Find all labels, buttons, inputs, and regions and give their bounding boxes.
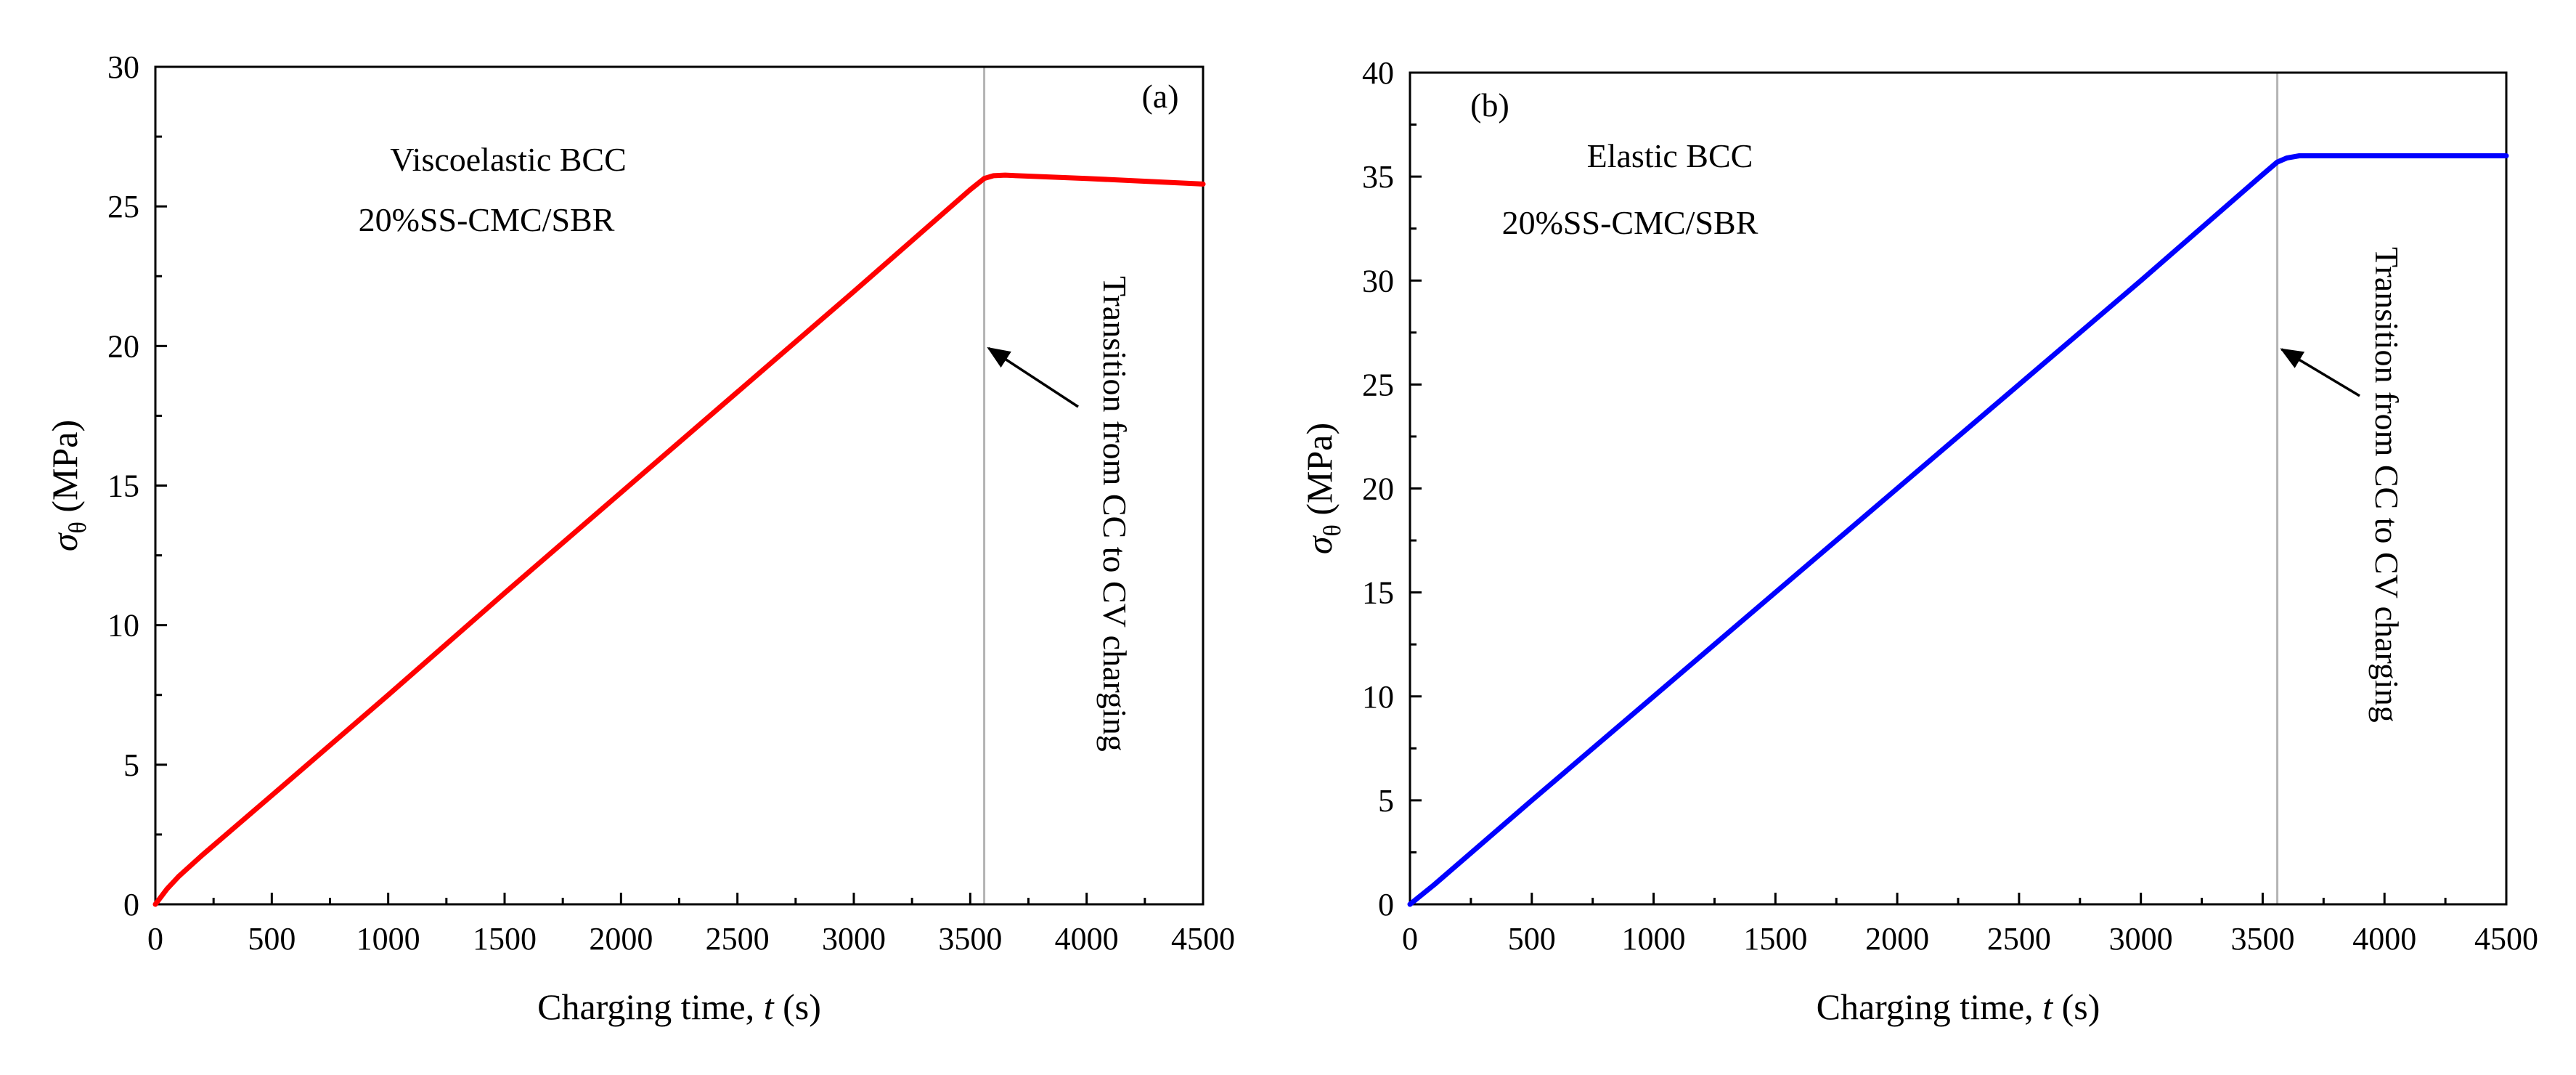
x-tick-label: 3000 <box>822 921 886 957</box>
panel-label: (b) <box>1470 86 1509 123</box>
x-tick-label: 1000 <box>356 921 420 957</box>
x-tick-label: 4500 <box>2474 921 2538 957</box>
y-tick-label: 10 <box>1362 679 1394 715</box>
chart-panel-a: 0 500 1000 1500 2000 2500 3000 3500 4000 4500 0 5 10… <box>44 49 1235 1027</box>
x-tick-label: 0 <box>1402 921 1418 957</box>
panel-label: (a) <box>1141 78 1178 115</box>
y-axis-title: σθ (MPa) <box>1299 423 1346 554</box>
x-tick-label: 4000 <box>2352 921 2416 957</box>
plot-frame <box>1409 71 2508 906</box>
x-tick-label: 3500 <box>938 921 1002 957</box>
annotation-text: 20%SS-CMC/SBR <box>359 201 615 238</box>
y-tick-label: 5 <box>123 747 139 783</box>
x-tick-label: 4000 <box>1055 921 1119 957</box>
y-tick-label: 20 <box>107 328 139 364</box>
x-tick-label: 1500 <box>1743 921 1807 957</box>
chart-panel-b: 0 500 1000 1500 2000 2500 3000 3500 4000 4500 0 5 10… <box>1299 55 2538 1027</box>
transition-label: Transition from CC to CV charging <box>1096 276 1133 752</box>
x-tick-label: 500 <box>1508 921 1556 957</box>
series-line <box>1407 153 2509 907</box>
y-tick-label: 15 <box>107 468 139 504</box>
y-tick-label: 30 <box>1362 263 1394 299</box>
y-tick-label: 20 <box>1362 471 1394 507</box>
y-tick-label: 40 <box>1362 55 1394 91</box>
transition-arrow <box>987 346 1079 408</box>
x-tick-label: 1500 <box>473 921 537 957</box>
x-tick-label: 2000 <box>589 921 653 957</box>
annotation-text: Viscoelastic BCC <box>390 141 627 178</box>
y-tick-label: 15 <box>1362 575 1394 611</box>
y-axis-title: σθ (MPa) <box>44 420 91 551</box>
x-tick-label: 500 <box>248 921 295 957</box>
x-tick-label: 1000 <box>1622 921 1686 957</box>
y-tick-label: 25 <box>107 189 139 224</box>
y-tick-label: 0 <box>123 887 139 922</box>
y-tick-label: 5 <box>1378 783 1394 819</box>
y-tick-label: 35 <box>1362 159 1394 195</box>
x-tick-label: 2500 <box>1987 921 2051 957</box>
x-tick-label: 0 <box>147 921 163 957</box>
y-tick-label: 10 <box>107 608 139 644</box>
plot-frame <box>154 65 1205 906</box>
x-tick-label: 4500 <box>1171 921 1235 957</box>
x-axis-title: Charging time, t (s) <box>537 986 821 1027</box>
annotation-text: 20%SS-CMC/SBR <box>1502 204 1758 241</box>
y-tick-label: 30 <box>107 49 139 85</box>
x-axis-title: Charging time, t (s) <box>1817 986 2100 1027</box>
transition-label: Transition from CC to CV charging <box>2368 247 2405 723</box>
series-line <box>152 172 1206 907</box>
x-tick-label: 3000 <box>2109 921 2173 957</box>
x-tick-label: 2000 <box>1865 921 1929 957</box>
x-tick-label: 3500 <box>2230 921 2294 957</box>
y-tick-label: 25 <box>1362 367 1394 402</box>
x-tick-label: 2500 <box>706 921 770 957</box>
transition-arrow <box>2280 348 2360 397</box>
y-tick-label: 0 <box>1378 887 1394 922</box>
annotation-text: Elastic BCC <box>1587 137 1753 174</box>
